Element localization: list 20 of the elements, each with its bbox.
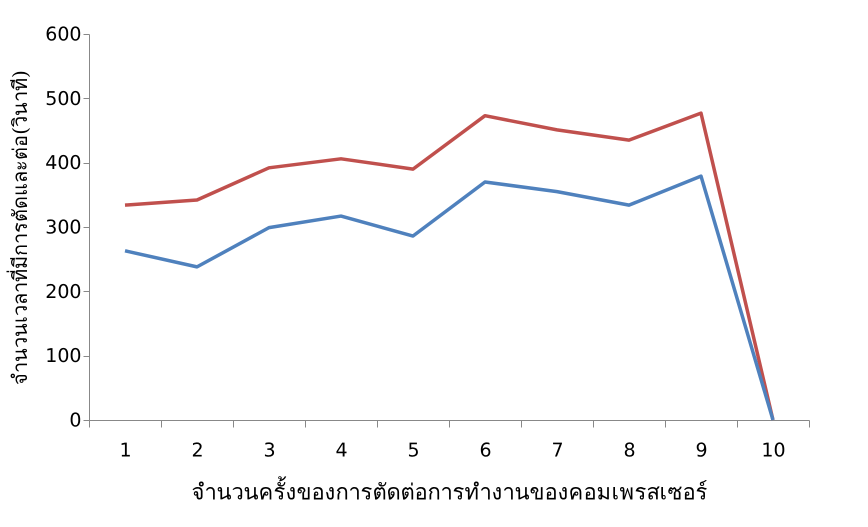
y-tick-label: 200 [45, 280, 82, 303]
x-axis-title: จำนวนครั้งของการตัดต่อการทำงานของคอมเพรสเซอร์ [192, 476, 708, 506]
y-tick-label: 400 [45, 152, 82, 174]
y-axis-title: จำนวนเวลาที่มีการตัดและต่อ(วินาที) [6, 70, 32, 385]
y-tick-label: 500 [45, 88, 82, 110]
x-tick-label: 9 [695, 440, 708, 462]
line-series [123, 174, 775, 422]
y-tick-label: 600 [45, 24, 82, 46]
x-tick-label: 5 [407, 440, 420, 462]
x-tick-label: 4 [335, 440, 348, 462]
x-tick-label: 3 [263, 440, 276, 462]
y-tick-label: 100 [45, 345, 82, 368]
x-tick-label: 2 [191, 440, 204, 462]
x-tick-label: 1 [119, 440, 132, 462]
y-tick-label: 0 [69, 410, 82, 432]
y-tick-label: 300 [45, 216, 82, 238]
x-tick-label: 10 [761, 440, 786, 462]
x-tick-label: 8 [623, 440, 636, 462]
x-tick-label: 6 [479, 440, 492, 462]
x-tick-label: 7 [551, 440, 564, 462]
